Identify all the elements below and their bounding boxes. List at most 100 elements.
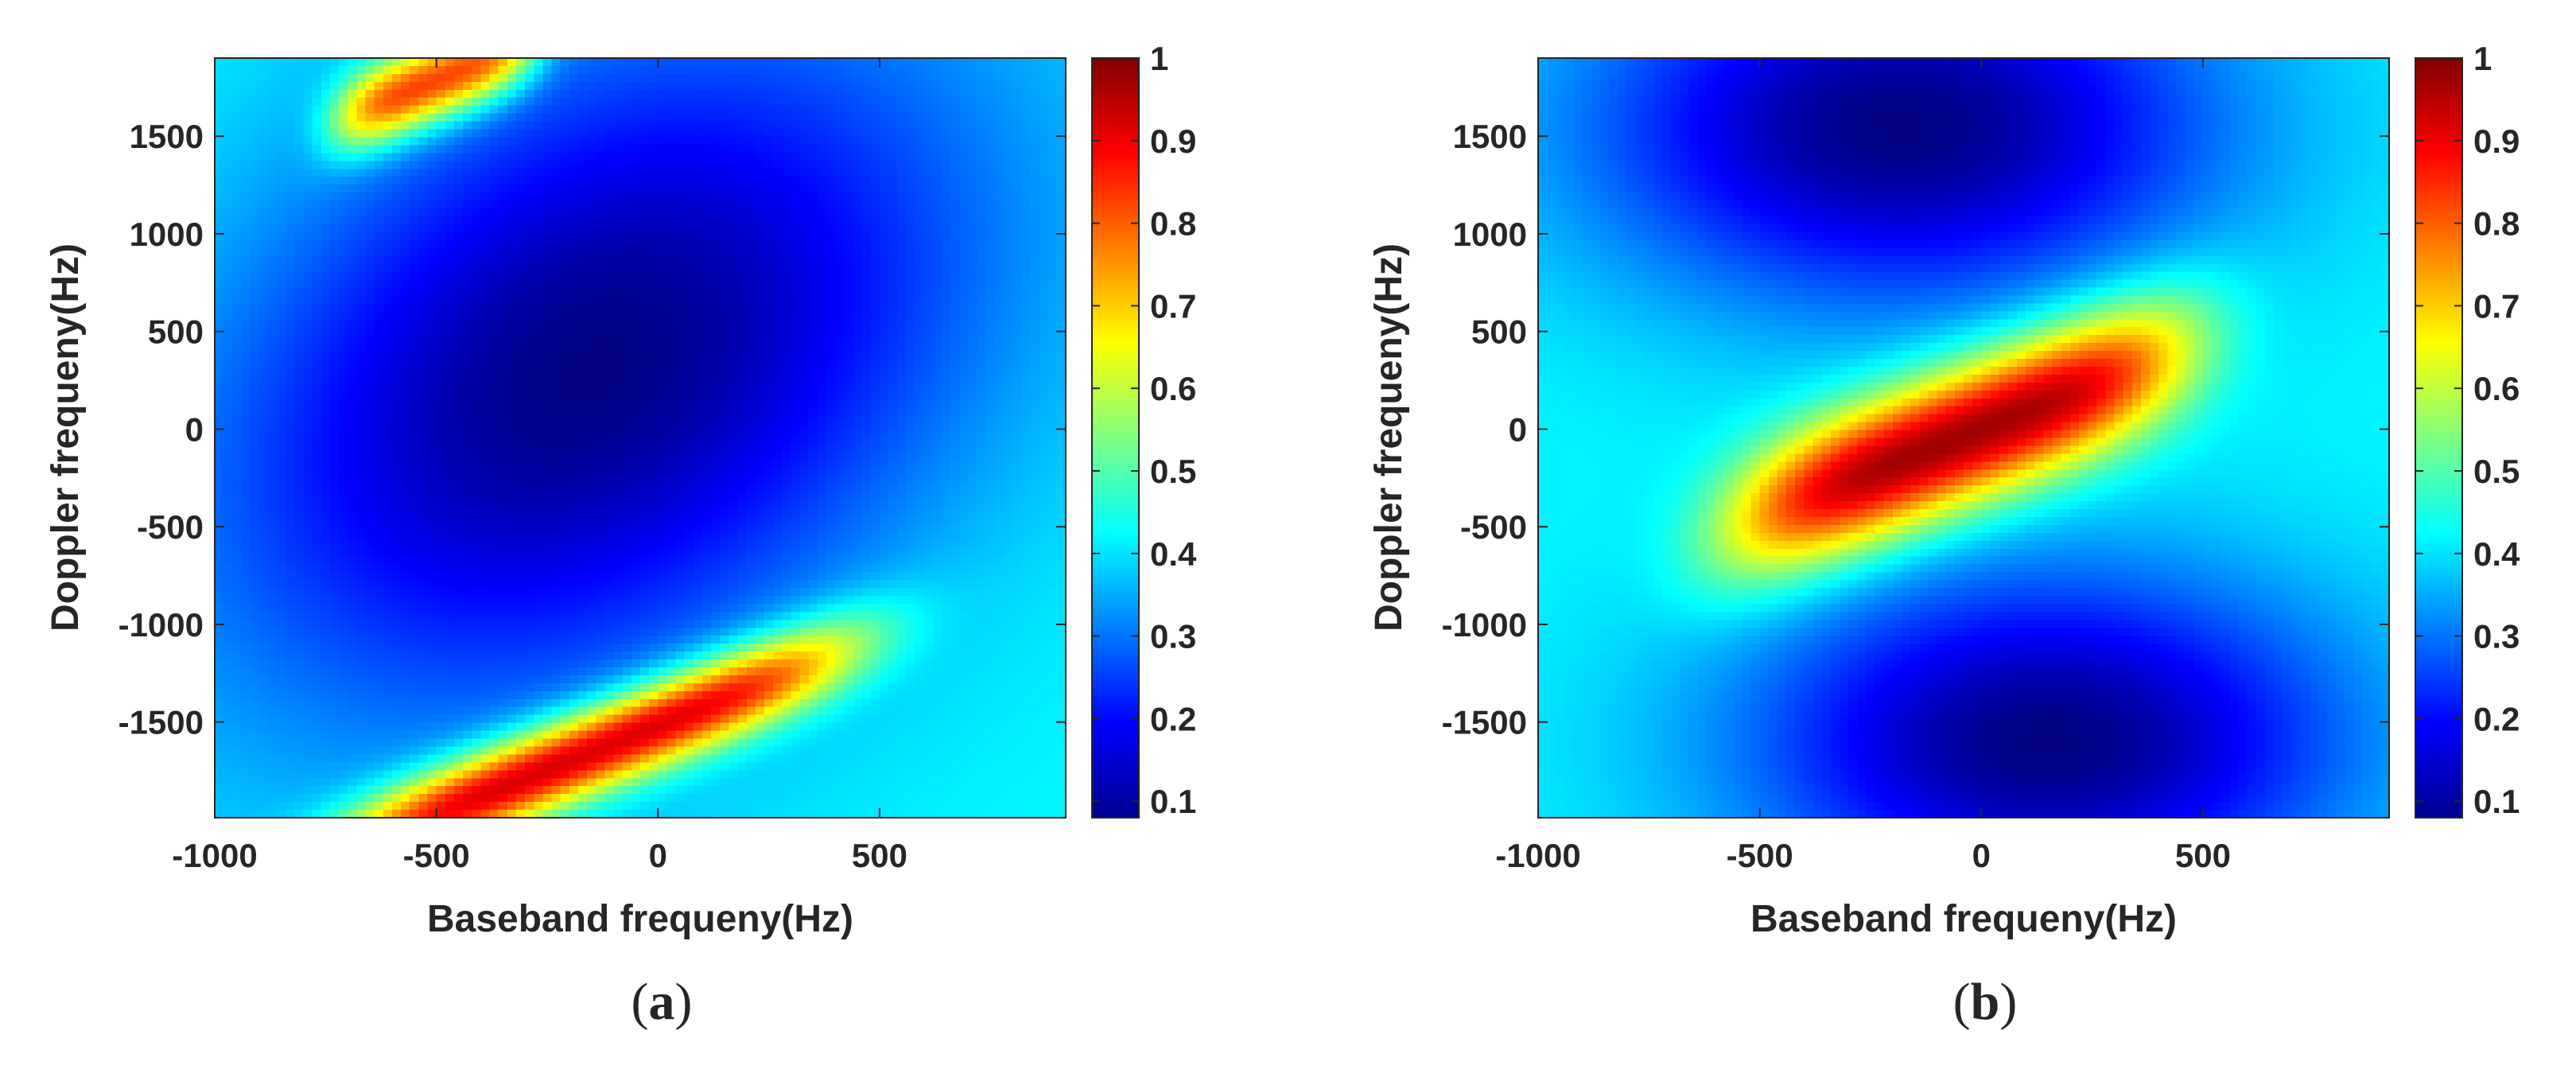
heatmap-cell — [418, 366, 429, 375]
heatmap-cell — [773, 414, 783, 423]
heatmap-cell — [560, 295, 570, 304]
heatmap-cell — [267, 359, 278, 367]
heatmap-cell — [286, 351, 295, 360]
heatmap-cell — [1039, 390, 1049, 399]
heatmap-cell — [915, 303, 925, 312]
heatmap-cell — [410, 343, 419, 352]
heatmap-cell — [755, 208, 765, 217]
heatmap-cell — [675, 161, 686, 169]
heatmap-cell — [277, 58, 286, 67]
heatmap-cell — [977, 461, 987, 470]
heatmap-cell — [817, 121, 827, 130]
heatmap-cell — [1030, 81, 1040, 91]
heatmap-cell — [808, 239, 818, 249]
heatmap-cell — [515, 247, 526, 257]
heatmap-cell — [596, 453, 606, 462]
heatmap-cell — [418, 161, 429, 169]
heatmap-cell — [436, 121, 446, 130]
heatmap-cell — [915, 113, 925, 122]
heatmap-cell — [764, 366, 774, 375]
heatmap-cell — [1012, 73, 1022, 83]
heatmap-cell — [923, 137, 934, 146]
heatmap-cell — [923, 247, 934, 257]
heatmap-cell — [773, 374, 783, 383]
heatmap-cell — [1030, 65, 1040, 75]
heatmap-cell — [348, 177, 357, 185]
heatmap-cell — [277, 153, 286, 161]
heatmap-cell — [329, 279, 340, 289]
heatmap-cell — [534, 73, 543, 83]
heatmap-cell — [791, 185, 801, 193]
heatmap-cell — [383, 406, 393, 415]
heatmap-cell — [232, 65, 243, 75]
heatmap-cell — [418, 271, 429, 281]
heatmap-cell — [525, 461, 534, 470]
heatmap-cell — [613, 430, 624, 439]
heatmap-cell — [250, 374, 260, 383]
heatmap-cell — [640, 192, 650, 201]
heatmap-cell — [631, 422, 641, 431]
heatmap-cell — [906, 73, 916, 83]
heatmap-cell — [737, 398, 748, 407]
heatmap-cell — [365, 137, 375, 146]
heatmap-cell — [391, 192, 402, 201]
heatmap-cell — [675, 169, 686, 177]
heatmap-cell — [844, 216, 854, 225]
heatmap-cell — [1047, 185, 1058, 193]
heatmap-cell — [365, 58, 375, 67]
heatmap-cell — [498, 311, 508, 320]
heatmap-cell — [267, 406, 278, 415]
heatmap-cell — [267, 255, 278, 265]
heatmap-cell — [720, 287, 730, 297]
heatmap-cell — [507, 366, 517, 375]
heatmap-cell — [1021, 366, 1032, 375]
heatmap-cell — [870, 129, 880, 138]
heatmap-cell — [250, 73, 260, 83]
heatmap-cell — [498, 192, 508, 201]
heatmap-cell — [277, 366, 286, 375]
heatmap-cell — [773, 430, 783, 439]
heatmap-cell — [1056, 445, 1067, 454]
heatmap-cell — [525, 271, 534, 281]
heatmap-cell — [888, 303, 898, 312]
panel-a: -1000 -500 0 500 -1500-1000-500050010001500… — [45, 40, 1197, 1031]
heatmap-cell — [693, 437, 703, 447]
heatmap-cell — [250, 398, 260, 407]
heatmap-cell — [410, 398, 419, 407]
heatmap-cell — [1012, 295, 1022, 304]
heatmap-cell — [702, 461, 712, 470]
heatmap-cell — [515, 81, 526, 91]
heatmap-cell — [339, 271, 348, 281]
heatmap-cell — [436, 437, 446, 447]
heatmap-cell — [959, 169, 969, 177]
heatmap-cell — [232, 208, 243, 217]
heatmap-cell — [1012, 145, 1022, 154]
heatmap-cell — [808, 406, 818, 415]
heatmap-cell — [277, 177, 286, 185]
heatmap-cell — [817, 303, 827, 312]
heatmap-cell — [658, 374, 668, 383]
heatmap-cell — [746, 97, 756, 107]
heatmap-cell — [950, 58, 960, 67]
heatmap-cell — [223, 469, 233, 478]
heatmap-cell — [764, 414, 774, 423]
heatmap-cell — [1039, 422, 1049, 431]
heatmap-cell — [640, 351, 650, 360]
heatmap-cell — [773, 343, 783, 352]
heatmap-cell — [693, 263, 703, 273]
heatmap-cell — [604, 319, 615, 328]
heatmap-cell — [507, 145, 517, 154]
heatmap-cell — [365, 73, 375, 83]
heatmap-cell — [693, 105, 703, 115]
heatmap-cell — [985, 295, 996, 304]
heatmap-cell — [534, 239, 543, 249]
heatmap-cell — [968, 65, 978, 75]
heatmap-cell — [1021, 335, 1032, 344]
heatmap-cell — [746, 255, 756, 265]
heatmap-cell — [613, 97, 624, 107]
heatmap-cell — [515, 366, 526, 375]
heatmap-cell — [374, 192, 384, 201]
heatmap-cell — [1003, 445, 1013, 454]
heatmap-cell — [223, 137, 233, 146]
heatmap-cell — [799, 247, 810, 257]
